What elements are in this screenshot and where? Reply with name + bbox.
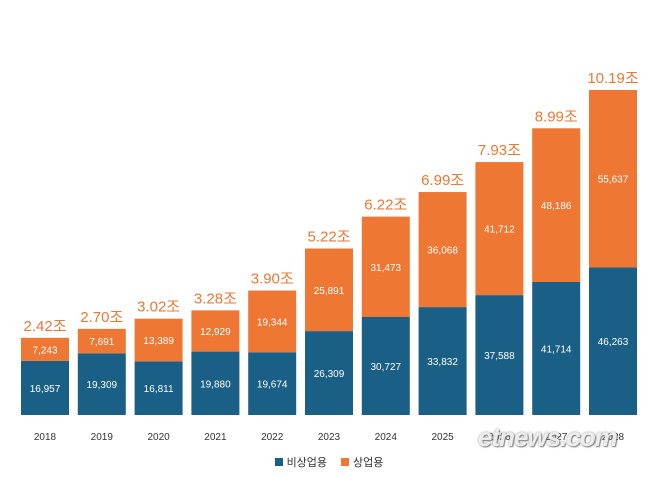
legend-swatch-commercial (341, 458, 350, 466)
x-tick-2021: 2021 (204, 432, 227, 443)
data-label-commercial-2028: 55,637 (598, 175, 629, 186)
bar-commercial-2024 (361, 216, 410, 317)
legend-item-commercial: 상업용 (341, 454, 383, 470)
data-label-commercial-2021: 12,929 (200, 327, 231, 338)
bar-non-commercial-2018 (21, 360, 69, 415)
x-tick-2023: 2023 (318, 432, 341, 443)
bar-non-commercial-2026 (475, 295, 524, 415)
x-tick-2028: 2028 (602, 432, 625, 443)
bar-non-commercial-2020 (134, 361, 183, 415)
data-label-commercial-2020: 13,389 (143, 336, 174, 347)
data-label-non-commercial-2027: 41,714 (541, 344, 572, 355)
bar-commercial-2026 (475, 162, 524, 296)
bar-non-commercial-2027 (532, 281, 581, 415)
data-label-commercial-2024: 31,473 (371, 263, 402, 274)
bar-commercial-2025 (418, 192, 467, 308)
bar-commercial-2020 (134, 318, 183, 362)
bar-commercial-2028 (589, 90, 637, 268)
data-label-non-commercial-2024: 30,727 (371, 362, 402, 373)
data-label-non-commercial-2023: 26,309 (314, 369, 345, 380)
total-label-2022: 3.90조 (251, 271, 294, 288)
data-label-non-commercial-2021: 19,880 (200, 379, 231, 390)
legend-swatch-non-commercial (274, 458, 283, 466)
x-tick-2020: 2020 (147, 432, 170, 443)
data-label-commercial-2018: 7,243 (32, 345, 57, 356)
total-label-2026: 7.93조 (478, 142, 521, 159)
bar-commercial-2021 (191, 310, 240, 352)
x-tick-2018: 2018 (34, 432, 57, 443)
x-tick-2027: 2027 (545, 432, 568, 443)
bar-commercial-2019 (77, 328, 126, 354)
data-label-non-commercial-2020: 16,811 (144, 384, 174, 395)
total-label-2025: 6.99조 (421, 172, 464, 189)
total-label-2023: 5.22조 (308, 229, 351, 246)
legend-label-commercial: 상업용 (353, 457, 384, 469)
x-tick-2022: 2022 (261, 432, 284, 443)
data-label-non-commercial-2022: 19,674 (257, 380, 288, 391)
legend: 비상업용 상업용 (0, 454, 658, 470)
legend-item-non-commercial: 비상업용 (274, 454, 328, 470)
data-label-non-commercial-2026: 37,588 (484, 351, 515, 362)
data-label-non-commercial-2028: 46,263 (598, 337, 629, 348)
x-tick-2025: 2025 (431, 432, 454, 443)
bar-non-commercial-2025 (418, 307, 467, 415)
total-label-2027: 8.99조 (535, 108, 578, 125)
data-label-commercial-2027: 48,186 (541, 201, 572, 212)
x-tick-2026: 2026 (488, 432, 511, 443)
watermark-logo: etnews.com (478, 422, 618, 452)
total-label-2024: 6.22조 (364, 197, 407, 214)
data-label-commercial-2022: 19,344 (257, 317, 288, 328)
total-label-2028: 10.19조 (587, 70, 639, 87)
bar-non-commercial-2028 (589, 267, 637, 415)
data-label-commercial-2025: 36,068 (427, 246, 458, 257)
bar-non-commercial-2019 (77, 353, 126, 415)
bar-non-commercial-2024 (361, 316, 410, 415)
bar-non-commercial-2022 (248, 352, 297, 415)
bar-commercial-2027 (532, 128, 581, 282)
bar-commercial-2018 (21, 337, 69, 361)
total-label-2021: 3.28조 (194, 290, 237, 307)
data-label-non-commercial-2019: 19,309 (87, 380, 118, 391)
bar-non-commercial-2023 (305, 331, 353, 415)
data-label-non-commercial-2018: 16,957 (30, 384, 61, 395)
data-label-non-commercial-2025: 33,832 (427, 357, 458, 368)
bar-commercial-2023 (305, 248, 353, 332)
data-label-commercial-2026: 41,712 (484, 225, 515, 236)
legend-label-non-commercial: 비상업용 (286, 457, 328, 469)
data-label-commercial-2019: 7,691 (89, 337, 114, 348)
total-label-2019: 2.70조 (80, 309, 123, 326)
x-tick-2024: 2024 (375, 432, 398, 443)
total-label-2018: 2.42조 (24, 318, 67, 335)
bar-commercial-2022 (248, 290, 297, 353)
bar-non-commercial-2021 (191, 351, 240, 415)
x-tick-2019: 2019 (91, 432, 114, 443)
data-label-commercial-2023: 25,891 (314, 286, 345, 297)
total-label-2020: 3.02조 (137, 299, 180, 316)
